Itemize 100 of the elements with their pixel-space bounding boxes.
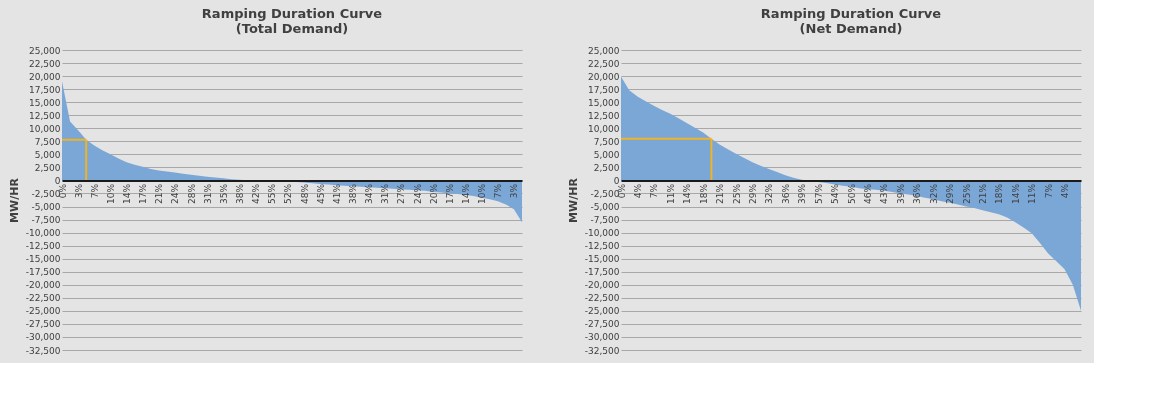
y-axis-title: MW/HR [7, 177, 21, 223]
x-tick-label: 17% [138, 183, 149, 204]
chart-title: Ramping Duration Curve (Net Demand) [760, 6, 942, 36]
x-tick-label: 43% [879, 183, 890, 204]
y-tick-label: 12,500 [29, 110, 61, 121]
x-tick-label: 31% [380, 183, 391, 204]
x-tick-label: 10% [477, 183, 488, 204]
x-tick-label: 3% [509, 183, 520, 199]
y-tick-label: 25,000 [588, 45, 620, 56]
x-tick-label: 7% [89, 183, 100, 199]
x-tick-label: 17% [444, 183, 455, 204]
x-tick-label: 14% [1010, 183, 1021, 204]
y-tick-label: 2,500 [34, 162, 61, 173]
x-tick-label: 31% [202, 183, 213, 204]
y-tick-label: -7,500 [31, 215, 61, 226]
x-tick-label: 3% [73, 183, 84, 199]
x-tick-label: 45% [315, 183, 326, 204]
y-tick-label: 12,500 [588, 110, 620, 121]
y-tick-label: 15,000 [29, 97, 61, 108]
y-tick-label: -17,500 [25, 267, 61, 278]
x-tick-label: 29% [747, 183, 758, 204]
y-tick-label: -5,000 [31, 202, 61, 213]
x-tick-label: 38% [348, 183, 359, 204]
y-tick-label: 15,000 [588, 97, 620, 108]
x-tick-label: 14% [682, 183, 693, 204]
x-tick-label: 7% [1043, 183, 1054, 199]
x-tick-label: 11% [1027, 183, 1038, 204]
y-tick-label: 25,000 [29, 45, 61, 56]
y-tick-label: -32,500 [584, 345, 620, 356]
x-tick-label: 36% [780, 183, 791, 204]
x-tick-label: 41% [331, 183, 342, 204]
y-tick-label: 10,000 [588, 123, 620, 134]
x-tick-label: 50% [846, 183, 857, 204]
y-tick-label: -27,500 [25, 319, 61, 330]
x-tick-label: 4% [1060, 183, 1071, 199]
y-tick-label: -17,500 [584, 267, 620, 278]
x-tick-label: 46% [862, 183, 873, 204]
x-tick-label: 25% [731, 183, 742, 204]
y-axis-title: MW/HR [566, 177, 580, 223]
y-tick-label: 5,000 [593, 149, 620, 160]
y-tick-label: -15,000 [584, 254, 620, 265]
x-tick-label: 20% [428, 183, 439, 204]
x-tick-label: 55% [267, 183, 278, 204]
y-tick-label: 17,500 [588, 84, 620, 95]
x-tick-label: 21% [977, 183, 988, 204]
y-tick-label: 20,000 [29, 71, 61, 82]
y-tick-label: -10,000 [25, 228, 61, 239]
x-tick-label: 32% [928, 183, 939, 204]
y-tick-label: -12,500 [25, 241, 61, 252]
x-tick-label: 28% [186, 183, 197, 204]
x-tick-label: 32% [764, 183, 775, 204]
x-tick-label: 7% [493, 183, 504, 199]
y-tick-label: -20,000 [25, 280, 61, 291]
y-tick-label: -22,500 [584, 293, 620, 304]
x-tick-label: 38% [235, 183, 246, 204]
y-tick-label: -25,000 [25, 306, 61, 317]
x-tick-label: 36% [912, 183, 923, 204]
x-tick-label: 48% [299, 183, 310, 204]
x-tick-label: 7% [649, 183, 660, 199]
y-tick-label: 7,500 [593, 136, 620, 147]
x-tick-label: 11% [665, 183, 676, 204]
x-tick-label: 21% [154, 183, 165, 204]
x-tick-label: 52% [283, 183, 294, 204]
y-tick-label: 22,500 [29, 58, 61, 69]
y-tick-label: 5,000 [34, 149, 61, 160]
x-tick-label: 24% [170, 183, 181, 204]
y-tick-label: -20,000 [584, 280, 620, 291]
y-tick-label: -32,500 [25, 345, 61, 356]
x-tick-label: 4% [632, 183, 643, 199]
x-tick-label: 14% [122, 183, 133, 204]
x-tick-label: 39% [797, 183, 808, 204]
x-tick-label: 18% [698, 183, 709, 204]
y-tick-label: -30,000 [25, 332, 61, 343]
x-tick-label: 14% [461, 183, 472, 204]
y-tick-label: 0 [54, 175, 61, 186]
y-tick-label: 20,000 [588, 71, 620, 82]
y-tick-label: 17,500 [29, 84, 61, 95]
x-tick-label: 57% [813, 183, 824, 204]
x-tick-label: 24% [412, 183, 423, 204]
x-tick-label: 27% [396, 183, 407, 204]
x-tick-label: 21% [715, 183, 726, 204]
y-tick-label: 2,500 [593, 162, 620, 173]
y-tick-label: 10,000 [29, 123, 61, 134]
x-tick-label: 54% [830, 183, 841, 204]
y-tick-label: -10,000 [584, 228, 620, 239]
y-tick-label: 7,500 [34, 136, 61, 147]
x-tick-label: 35% [218, 183, 229, 204]
y-tick-label: -5,000 [590, 202, 620, 213]
x-tick-label: 18% [994, 183, 1005, 204]
x-tick-label: 10% [105, 183, 116, 204]
x-tick-label: 39% [895, 183, 906, 204]
x-tick-label: 42% [251, 183, 262, 204]
x-tick-label: 34% [364, 183, 375, 204]
y-tick-label: 0 [613, 175, 620, 186]
y-tick-label: -12,500 [584, 241, 620, 252]
y-tick-label: -30,000 [584, 332, 620, 343]
y-tick-label: -22,500 [25, 293, 61, 304]
y-tick-label: -27,500 [584, 319, 620, 330]
chart-title: Ramping Duration Curve (Total Demand) [201, 6, 383, 36]
x-tick-label: 29% [945, 183, 956, 204]
